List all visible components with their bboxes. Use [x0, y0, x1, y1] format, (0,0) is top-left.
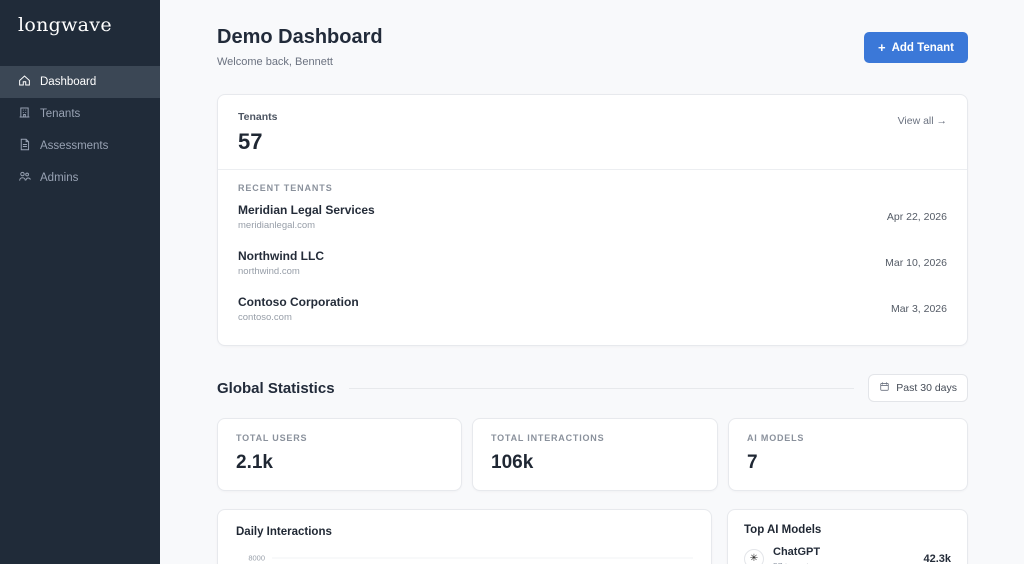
tenant-name: Meridian Legal Services: [238, 203, 375, 217]
tenants-label: Tenants: [238, 111, 278, 123]
tenant-domain: contoso.com: [238, 312, 292, 323]
sidebar-item-label: Dashboard: [40, 76, 97, 88]
chart-title: Daily Interactions: [236, 526, 332, 538]
sidebar-item-label: Tenants: [40, 108, 81, 120]
app-logo: longwave: [18, 14, 112, 36]
stat-value: 2.1k: [236, 452, 273, 473]
page-subtitle: Welcome back, Bennett: [217, 56, 333, 68]
stats-row: TOTAL USERS 2.1k TOTAL INTERACTIONS 106k…: [217, 418, 968, 491]
tenant-name: Contoso Corporation: [238, 295, 359, 309]
sidebar-item-dashboard[interactable]: Dashboard: [0, 66, 160, 98]
tenant-domain: meridianlegal.com: [238, 220, 316, 231]
building-icon: [18, 106, 31, 122]
plus-icon: [878, 40, 886, 55]
model-tenants: 57 tenants: [773, 561, 914, 564]
add-tenant-button[interactable]: Add Tenant: [864, 32, 968, 63]
users-icon: [18, 170, 31, 186]
home-icon: [18, 74, 31, 90]
chatgpt-icon: [744, 548, 764, 564]
stat-card-total-users: TOTAL USERS 2.1k: [217, 418, 462, 491]
view-all-link[interactable]: View all →: [897, 115, 947, 127]
sidebar-item-label: Assessments: [40, 140, 109, 152]
global-statistics-header: Global Statistics Past 30 days: [217, 374, 968, 402]
daily-interactions-card: Daily Interactions 80006000400020000: [217, 509, 712, 564]
bottom-row: Daily Interactions 80006000400020000 Top…: [217, 509, 968, 564]
document-icon: [18, 138, 31, 154]
section-title: Global Statistics: [217, 379, 335, 397]
tenant-row[interactable]: Northwind LLC northwind.com Mar 10, 2026: [238, 239, 947, 285]
sidebar-item-tenants[interactable]: Tenants: [0, 98, 160, 130]
tenant-row[interactable]: Meridian Legal Services meridianlegal.co…: [238, 193, 947, 239]
tenant-date: Mar 10, 2026: [885, 257, 947, 269]
tenant-name: Northwind LLC: [238, 249, 324, 263]
model-value: 42.3k: [923, 552, 951, 564]
model-name: ChatGPT: [773, 546, 821, 558]
stat-value: 7: [747, 452, 758, 473]
tenant-date: Apr 22, 2026: [886, 211, 947, 223]
stat-value: 106k: [491, 452, 534, 473]
page-title: Demo Dashboard: [217, 26, 383, 48]
stat-card-ai-models: AI MODELS 7: [728, 418, 968, 491]
stat-card-total-interactions: TOTAL INTERACTIONS 106k: [472, 418, 718, 491]
model-row-chatgpt: ChatGPT 57 tenants 42.3k: [744, 536, 951, 564]
tenants-count: 57: [238, 129, 263, 154]
main-content: Demo Dashboard Welcome back, Bennett Add…: [160, 0, 1024, 564]
sidebar: longwave Dashboard Tenants Assessments A…: [0, 0, 160, 564]
sidebar-item-label: Admins: [40, 172, 79, 184]
date-range-button[interactable]: Past 30 days: [868, 374, 968, 402]
top-models-title: Top AI Models: [744, 524, 822, 536]
top-ai-models-card: Top AI Models ChatGPT 57 tenants 42.3k M…: [727, 509, 968, 564]
tenant-row[interactable]: Contoso Corporation contoso.com Mar 3, 2…: [238, 285, 947, 331]
tenant-date: Mar 3, 2026: [890, 303, 947, 315]
stat-label: AI MODELS: [747, 433, 805, 443]
recent-tenants-heading: RECENT TENANTS: [238, 183, 333, 193]
tenants-card: Tenants 57 View all → RECENT TENANTS Mer…: [217, 94, 968, 346]
stat-label: TOTAL USERS: [236, 433, 308, 443]
page-header: Demo Dashboard Welcome back, Bennett Add…: [217, 26, 968, 68]
calendar-icon: [879, 381, 890, 395]
divider: [348, 387, 855, 389]
sidebar-item-assessments[interactable]: Assessments: [0, 130, 160, 162]
date-range-label: Past 30 days: [896, 382, 957, 394]
sidebar-item-admins[interactable]: Admins: [0, 162, 160, 194]
daily-interactions-chart: 80006000400020000: [248, 554, 693, 563]
stat-label: TOTAL INTERACTIONS: [491, 433, 605, 443]
svg-text:8000: 8000: [248, 554, 265, 563]
tenant-domain: northwind.com: [238, 266, 300, 277]
add-tenant-label: Add Tenant: [891, 41, 954, 54]
